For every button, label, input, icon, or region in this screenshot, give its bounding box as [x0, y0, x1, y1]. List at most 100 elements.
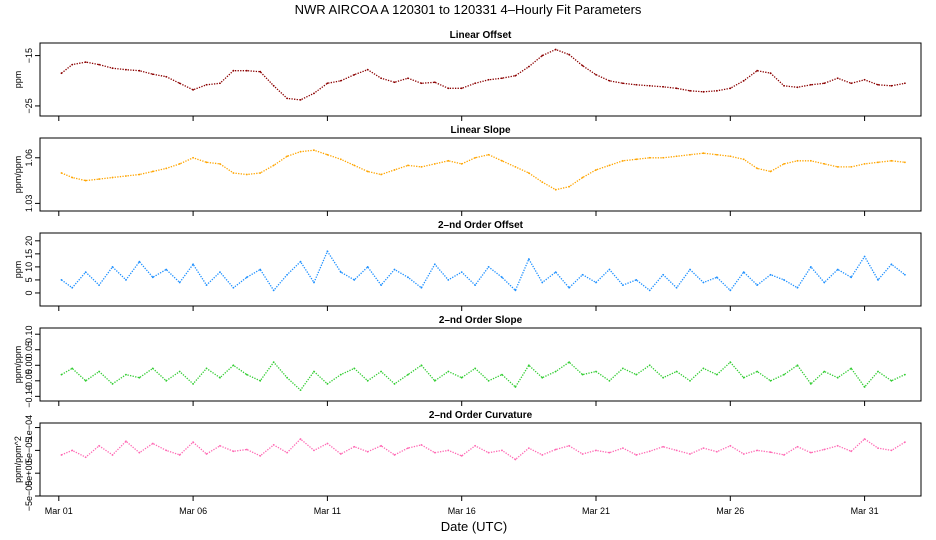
data-point: [702, 447, 705, 449]
data-point: [259, 172, 262, 174]
data-point: [769, 273, 772, 276]
data-point: [286, 451, 289, 454]
data-point: [366, 450, 369, 453]
data-point: [796, 286, 799, 289]
data-point: [648, 364, 651, 367]
data-point: [890, 84, 893, 87]
data-point: [232, 69, 235, 72]
x-tick-label: Mar 16: [448, 506, 476, 516]
data-point: [205, 367, 208, 370]
y-tick-label: 0.05: [24, 341, 34, 359]
series-line: [61, 48, 906, 101]
data-point: [809, 83, 812, 86]
data-point: [245, 448, 248, 451]
data-point: [447, 370, 450, 373]
data-point: [60, 454, 63, 456]
data-point: [111, 383, 114, 385]
panel-title: 2–nd Order Offset: [438, 220, 524, 231]
data-point: [380, 444, 383, 447]
data-point: [219, 444, 221, 447]
x-tick-label: Mar 11: [314, 506, 341, 516]
data-point: [366, 379, 369, 382]
data-point: [393, 268, 396, 271]
data-point: [313, 92, 315, 95]
data-point: [675, 87, 678, 90]
data-point: [635, 279, 638, 281]
data-point: [178, 162, 181, 165]
series-line: [61, 361, 906, 391]
data-point: [259, 379, 262, 382]
data-point: [595, 281, 597, 284]
data-point: [850, 367, 853, 370]
data-point: [702, 281, 705, 284]
data-point: [527, 364, 530, 367]
data-point: [702, 90, 705, 93]
data-point: [138, 69, 141, 72]
data-point: [71, 176, 74, 179]
data-point: [420, 82, 423, 85]
data-point: [192, 263, 195, 266]
data-point: [689, 89, 691, 92]
data-point: [474, 82, 477, 85]
data-point: [71, 286, 74, 289]
data-point: [125, 279, 127, 281]
data-point: [433, 379, 436, 382]
data-point: [541, 181, 544, 184]
data-point: [151, 73, 154, 76]
data-point: [326, 442, 329, 445]
data-point: [850, 82, 853, 85]
data-point: [783, 84, 785, 87]
data-point: [326, 250, 329, 253]
data-point: [903, 82, 906, 85]
data-point: [259, 70, 262, 73]
data-point: [487, 379, 490, 382]
data-point: [460, 162, 463, 165]
data-point: [487, 451, 490, 454]
y-tick-label: 15: [24, 249, 34, 259]
data-point: [648, 84, 651, 87]
data-point: [353, 73, 356, 76]
data-point: [662, 273, 665, 276]
data-point: [60, 279, 63, 281]
data-point: [554, 271, 557, 274]
data-point: [648, 156, 651, 159]
data-point: [447, 87, 450, 90]
x-tick-label: Mar 31: [851, 506, 879, 516]
data-point: [877, 161, 879, 164]
data-point: [272, 444, 275, 446]
data-point: [903, 273, 906, 276]
data-point: [850, 165, 853, 168]
y-axis-label: ppm/ppm: [13, 156, 23, 194]
data-point: [299, 389, 302, 392]
data-point: [71, 63, 74, 66]
data-point: [407, 276, 409, 279]
data-point: [595, 73, 597, 76]
data-point: [286, 97, 289, 100]
data-point: [662, 156, 665, 159]
data-point: [823, 162, 826, 165]
data-point: [299, 150, 302, 153]
data-point: [635, 454, 638, 456]
panel-title: Linear Slope: [450, 125, 510, 136]
data-point: [662, 445, 665, 448]
data-point: [769, 379, 772, 382]
data-point: [702, 152, 705, 155]
data-point: [299, 438, 302, 440]
y-tick-label: 0e+00: [24, 461, 34, 486]
data-point: [272, 164, 275, 167]
panel-frame: [39, 137, 922, 212]
data-point: [608, 451, 611, 454]
data-point: [568, 444, 571, 447]
data-point: [554, 448, 557, 451]
data-point: [60, 373, 63, 376]
data-point: [568, 53, 571, 56]
data-point: [742, 271, 745, 274]
data-point: [460, 271, 463, 274]
data-point: [581, 453, 584, 455]
data-point: [689, 153, 691, 156]
data-point: [608, 379, 611, 382]
panel-frame: [39, 422, 922, 497]
data-point: [433, 451, 436, 454]
data-point: [715, 89, 718, 92]
